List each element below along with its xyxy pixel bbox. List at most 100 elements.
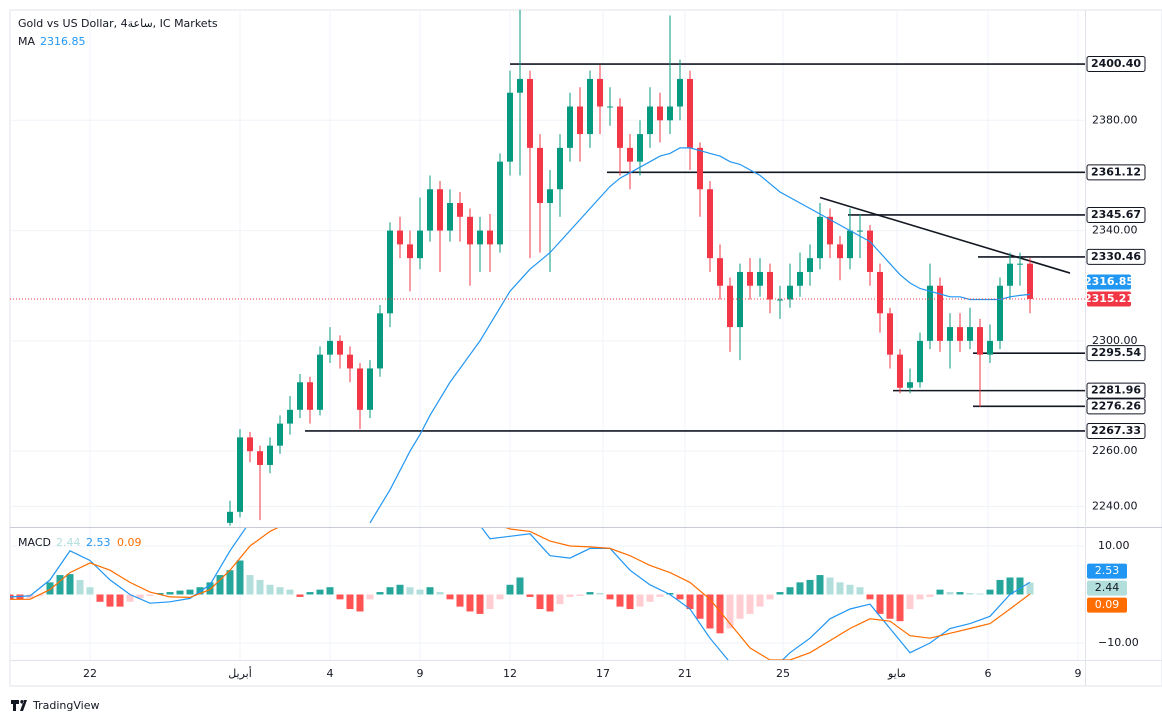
- macd-pane: [10, 528, 1085, 660]
- histogram-bar: [716, 594, 724, 634]
- histogram-bar: [186, 589, 194, 595]
- histogram-bar: [236, 560, 244, 595]
- histogram-bar: [646, 594, 654, 602]
- histogram-bar: [196, 587, 204, 595]
- histogram-bar: [516, 577, 524, 595]
- candle-body: [487, 230, 493, 245]
- y-tick-label: 2300.00: [1092, 334, 1138, 347]
- candle-body: [957, 327, 963, 341]
- histogram-bar: [1026, 582, 1034, 595]
- level-label: 2267.33: [1091, 424, 1141, 437]
- macd-value-box: [1087, 597, 1127, 613]
- candle-body: [797, 271, 803, 286]
- histogram-bar: [476, 594, 484, 614]
- macd-line: [10, 528, 1031, 660]
- candle-body: [757, 271, 763, 286]
- candle-body: [927, 285, 933, 341]
- candle-body: [707, 189, 713, 259]
- histogram-bar: [76, 579, 84, 595]
- candle-body: [327, 340, 333, 355]
- histogram-bar: [996, 579, 1004, 595]
- histogram-bar: [336, 594, 344, 600]
- histogram-bar: [606, 594, 614, 600]
- candle-body: [967, 327, 973, 341]
- histogram-bar: [226, 570, 234, 595]
- level-label-box: [1086, 164, 1146, 181]
- y-tick-label: 2340.00: [1092, 224, 1138, 237]
- histogram-bar: [486, 594, 494, 610]
- candle-body: [837, 244, 843, 259]
- histogram-bar: [566, 594, 574, 597]
- candle-body: [577, 106, 583, 135]
- candle-body: [857, 230, 863, 232]
- histogram-bar: [346, 594, 354, 610]
- histogram-bar: [806, 579, 814, 595]
- histogram-bar: [106, 594, 114, 607]
- signal-line: [10, 528, 1031, 660]
- level-label-box: [1086, 56, 1146, 73]
- histogram-bar: [506, 584, 514, 595]
- candle-body: [977, 327, 983, 355]
- candle-body: [997, 285, 1003, 341]
- candle-body: [697, 147, 703, 190]
- histogram-bar: [216, 575, 224, 595]
- candle-body: [427, 189, 433, 231]
- ma-price-box: [1087, 274, 1131, 290]
- ma-line: [369, 147, 1031, 524]
- histogram-bar: [406, 587, 414, 595]
- candle-body: [497, 161, 503, 245]
- histogram-bar: [946, 592, 954, 595]
- x-tick-label: 12: [503, 667, 517, 680]
- macd-value-box: [1087, 580, 1127, 596]
- level-label: 2276.26: [1091, 399, 1141, 412]
- histogram-bar: [56, 575, 64, 595]
- candle-body: [607, 106, 613, 108]
- level-label-box: [1086, 398, 1146, 415]
- histogram-bar: [786, 587, 794, 595]
- macd-value-label: 2.44: [1095, 581, 1120, 594]
- x-tick-label: 22: [83, 667, 97, 680]
- histogram-bar: [456, 594, 464, 607]
- x-tick-label: مايو: [887, 667, 906, 680]
- candle-body: [677, 78, 683, 107]
- x-tick-label: 25: [776, 667, 790, 680]
- candle-body: [747, 271, 753, 286]
- histogram-bar: [496, 594, 504, 600]
- level-label: 2400.40: [1091, 57, 1141, 70]
- candle-body: [767, 271, 773, 300]
- candle-body: [897, 354, 903, 388]
- histogram-bar: [626, 594, 634, 610]
- y-tick-label: 10.00: [1098, 539, 1130, 552]
- histogram-bar: [376, 592, 384, 595]
- candle-body: [237, 437, 243, 512]
- histogram-bar: [706, 594, 714, 629]
- candle-body: [627, 147, 633, 162]
- candle-body: [667, 106, 673, 121]
- candle-body: [387, 230, 393, 314]
- candle-body: [417, 230, 423, 259]
- histogram-bar: [906, 594, 914, 610]
- candle-body: [657, 106, 663, 121]
- histogram-bar: [416, 589, 424, 595]
- candle-body: [737, 271, 743, 328]
- candle-body: [307, 382, 313, 410]
- candle-body: [727, 285, 733, 328]
- candle-body: [587, 78, 593, 135]
- candle-body: [357, 368, 363, 410]
- histogram-bar: [866, 594, 874, 600]
- histogram-bar: [686, 594, 694, 610]
- x-tick-label: أبريل: [228, 666, 252, 680]
- histogram-bar: [846, 584, 854, 595]
- level-label-box: [1086, 422, 1146, 439]
- histogram-bar: [276, 587, 284, 595]
- candle-body: [1007, 263, 1013, 286]
- histogram-bar: [826, 577, 834, 595]
- legend-value: 2316.85: [40, 35, 86, 48]
- histogram-bar: [46, 582, 54, 595]
- histogram-bar: [926, 594, 934, 597]
- histogram-bar: [396, 584, 404, 595]
- histogram-bar: [1006, 577, 1014, 595]
- main-pane: [10, 10, 1085, 527]
- histogram-bar: [356, 594, 364, 612]
